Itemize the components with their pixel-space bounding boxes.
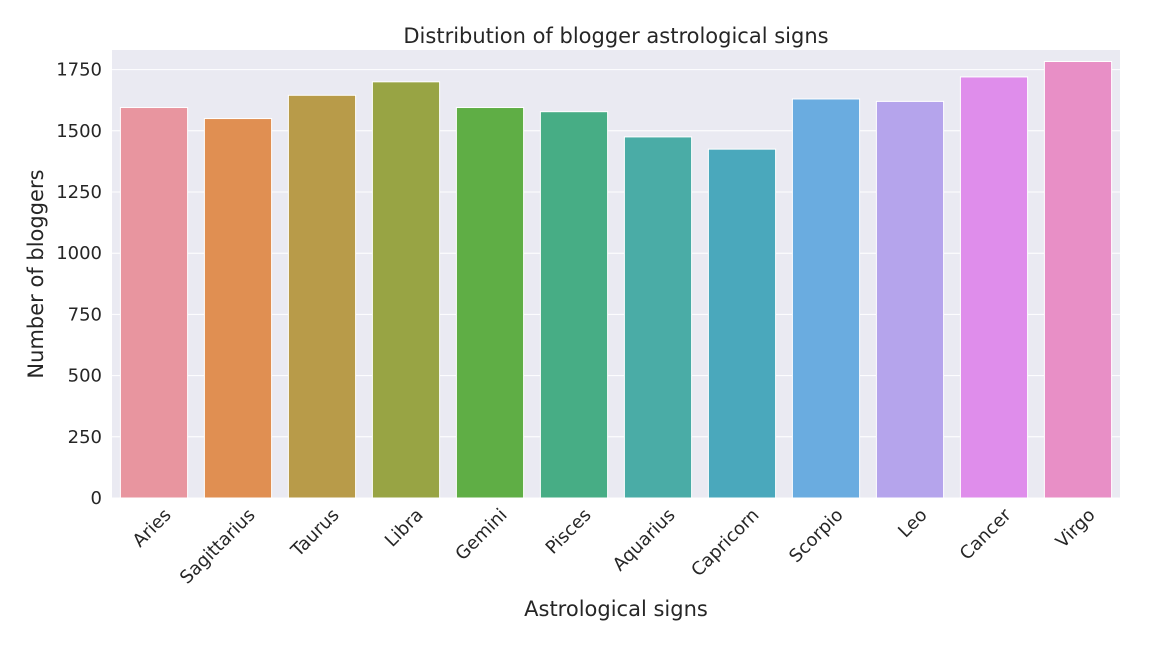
bar-pisces — [539, 111, 609, 499]
bar-capricorn — [707, 148, 777, 499]
bar-virgo — [1043, 61, 1113, 499]
plot-background — [112, 50, 1120, 498]
x-tick-label: Cancer — [956, 504, 1016, 564]
grid-lines — [112, 69, 1120, 499]
x-tick-label: Gemini — [451, 505, 511, 565]
bar-aquarius — [623, 136, 693, 499]
bar-scorpio — [791, 98, 861, 499]
y-tick-label: 250 — [68, 427, 102, 448]
bars — [119, 61, 1113, 499]
y-axis-label: Number of bloggers — [24, 169, 48, 378]
bar-gemini — [455, 107, 525, 499]
x-tick-label: Capricorn — [687, 505, 763, 581]
x-axis-label: Astrological signs — [524, 597, 708, 621]
y-tick-label: 1000 — [56, 243, 102, 264]
x-tick-label: Scorpio — [785, 505, 847, 567]
chart-title: Distribution of blogger astrological sig… — [403, 24, 828, 48]
y-tick-label: 1250 — [56, 182, 102, 203]
x-tick-label: Pisces — [542, 505, 596, 559]
x-tick-label: Virgo — [1052, 505, 1100, 553]
y-axis-ticks: 0 250 500 750 1000 1250 1500 1750 — [56, 60, 102, 509]
bar-leo — [875, 100, 945, 499]
bar-sagittarius — [203, 118, 273, 499]
x-tick-label: Leo — [894, 505, 931, 542]
y-tick-label: 1750 — [56, 60, 102, 81]
x-tick-label: Aries — [129, 505, 176, 552]
x-tick-label: Aquarius — [609, 505, 680, 576]
y-tick-label: 750 — [68, 304, 102, 325]
bar-taurus — [287, 94, 357, 499]
x-tick-label: Libra — [381, 505, 428, 552]
bar-cancer — [959, 76, 1029, 499]
y-tick-label: 500 — [68, 366, 102, 387]
y-tick-label: 1500 — [56, 121, 102, 142]
x-tick-label: Sagittarius — [176, 505, 260, 589]
bar-libra — [371, 81, 441, 499]
y-tick-label: 0 — [91, 488, 102, 509]
x-axis-ticks: Aries Sagittarius Taurus Libra Gemini Pisces A… — [129, 504, 1100, 588]
bar-aries — [119, 107, 189, 499]
x-tick-label: Taurus — [287, 505, 344, 562]
